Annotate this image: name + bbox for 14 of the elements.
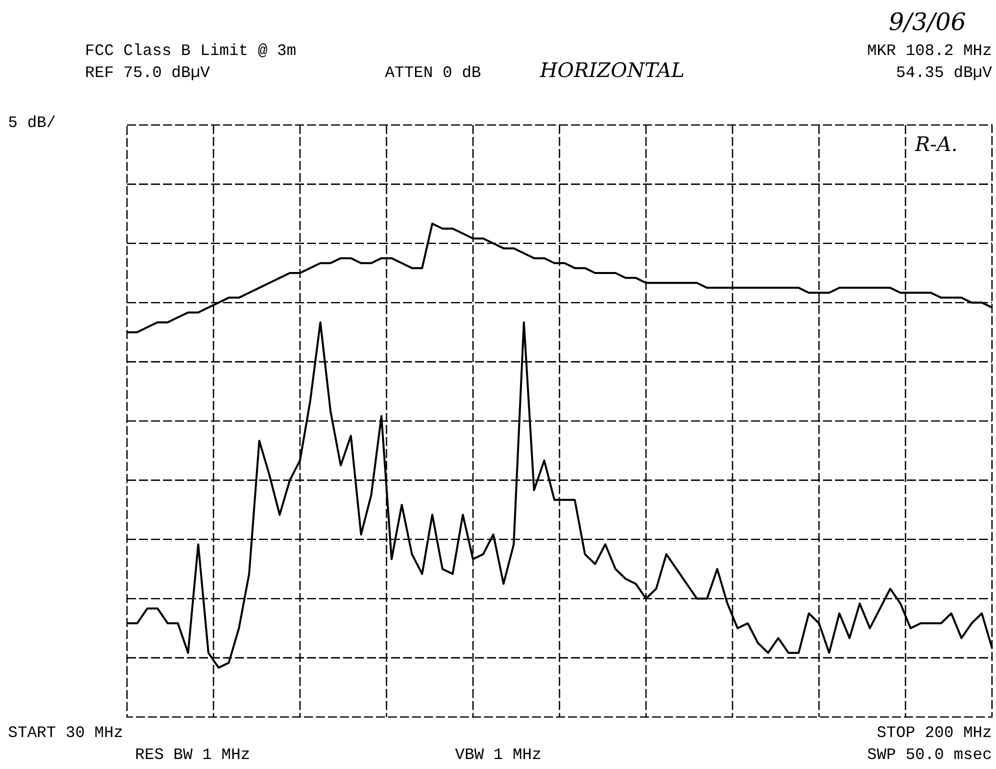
text: 5 dB/ (8, 114, 56, 134)
text: ATTEN 0 dB (385, 64, 482, 84)
text: STOP 200 MHz (876, 724, 992, 744)
text: 54.35 dBµV (896, 64, 992, 84)
text: 9/3/06 (888, 8, 966, 37)
text: REF 75.0 dBµV (85, 64, 210, 84)
text: START 30 MHz (8, 724, 124, 744)
text: R-A. (915, 132, 958, 156)
text: MKR 108.2 MHz (867, 42, 992, 62)
chart-title: FCC Class B Limit @ 3m (85, 42, 296, 60)
text: SWP 50.0 msec (867, 746, 992, 766)
text: HORIZONTAL (540, 58, 685, 82)
text: RES BW 1 MHz (135, 746, 250, 766)
text: VBW 1 MHz (455, 746, 542, 766)
